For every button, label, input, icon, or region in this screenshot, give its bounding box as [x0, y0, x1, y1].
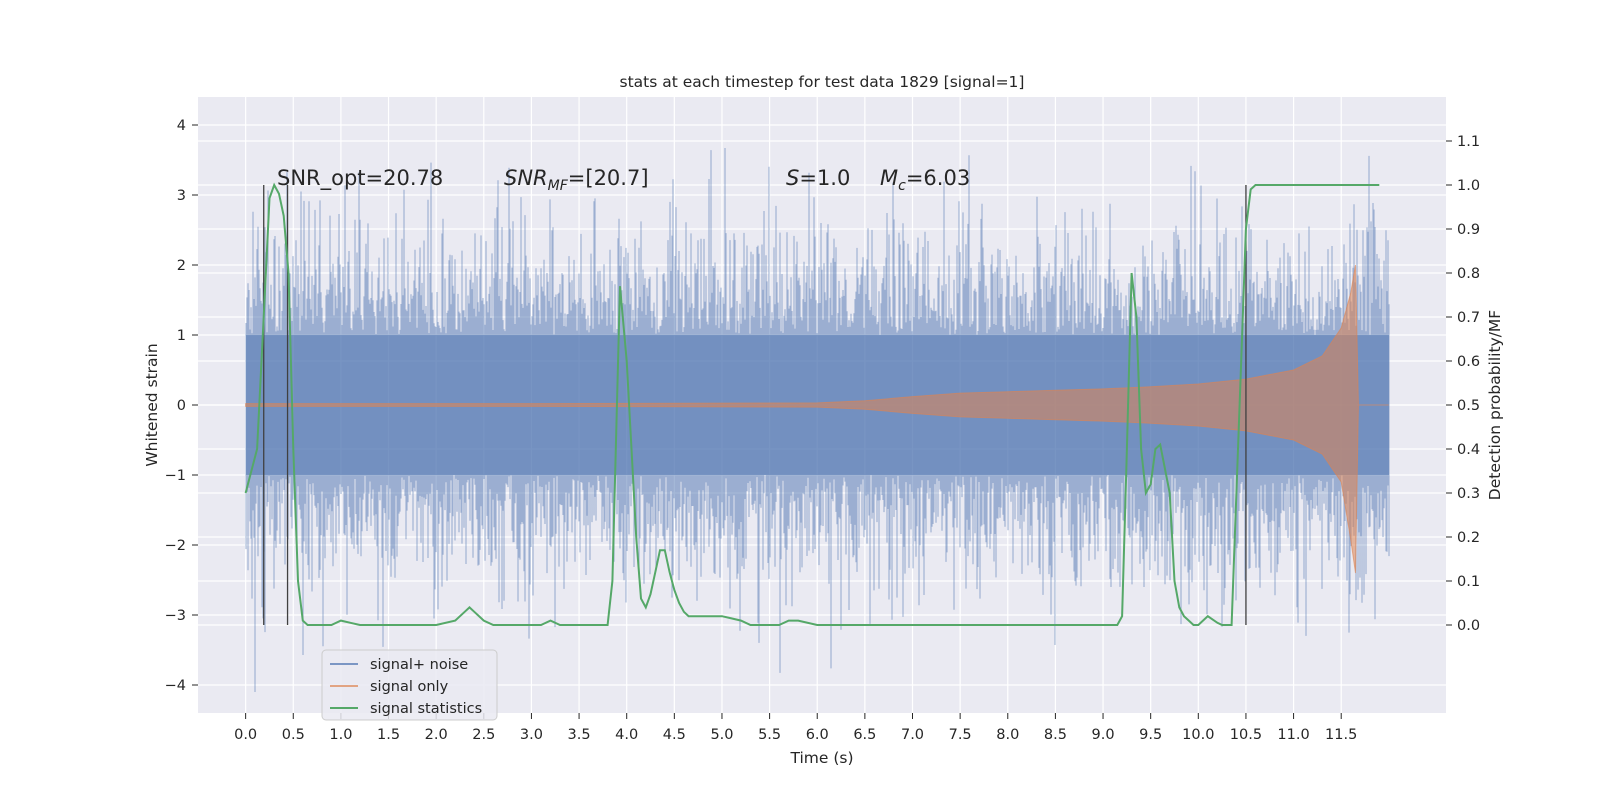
y-tick-label: 4	[177, 118, 186, 134]
y-right-tick-label: 0.9	[1457, 222, 1480, 238]
legend-box	[321, 649, 498, 721]
x-tick-label: 6.0	[806, 727, 829, 743]
y-right-tick-label: 0.7	[1457, 310, 1480, 326]
right-y-axis: 1.1 1.0 0.9 0.8 0.7 0.6 0.5 0.4 0.3 0.2 0.1 0.0	[1446, 134, 1480, 634]
x-tick-label: 11.5	[1325, 727, 1357, 743]
legend: signal+ noise signal only signal statistic…	[321, 649, 498, 721]
x-tick-label: 10.0	[1182, 727, 1214, 743]
y-right-tick-label: 0.8	[1457, 266, 1480, 282]
x-tick-label: 7.0	[901, 727, 924, 743]
x-tick-label: 1.0	[329, 727, 352, 743]
x-tick-label: 2.5	[472, 727, 495, 743]
s-annotation: S=1.0	[786, 166, 850, 190]
y-right-tick-label: 0.6	[1457, 354, 1480, 370]
snr-mf-subscript: MF	[548, 178, 569, 194]
x-tick-label: 0.5	[282, 727, 305, 743]
x-tick-label: 3.5	[568, 727, 591, 743]
legend-label: signal+ noise	[370, 657, 468, 673]
y-tick-label: 0	[177, 398, 186, 414]
x-tick-label: 8.0	[996, 727, 1019, 743]
x-tick-label: 11.0	[1277, 727, 1309, 743]
x-tick-label: 7.5	[949, 727, 972, 743]
y-tick-label: 3	[177, 188, 186, 204]
x-tick-label: 2.0	[425, 727, 448, 743]
x-tick-label: 10.5	[1230, 727, 1262, 743]
y-tick-label: 2	[177, 258, 186, 274]
y-tick-label: −3	[165, 608, 186, 624]
mc-annotation: Mc=6.03	[880, 166, 970, 194]
signal-only-line	[245, 264, 1389, 574]
y-right-tick-label: 0.2	[1457, 530, 1480, 546]
annotations: SNR_opt=20.78 SNRMF=[20.7] S=1.0 Mc=6.03	[277, 166, 970, 194]
x-tick-label: 9.5	[1139, 727, 1162, 743]
y-axis-label: Whitened strain	[143, 343, 161, 466]
mc-subscript: c	[898, 178, 906, 194]
mc-label: M	[880, 166, 898, 190]
legend-label: signal statistics	[370, 701, 482, 717]
y-right-tick-label: 0.0	[1457, 618, 1480, 634]
x-axis: 0.0 0.5 1.0 1.5 2.0 2.5 3.0 3.5 4.0 4.5 5.0 5.5 6.0 6…	[234, 713, 1357, 743]
y-right-tick-label: 0.1	[1457, 574, 1480, 590]
x-tick-label: 3.0	[520, 727, 543, 743]
y-tick-label: 1	[177, 328, 186, 344]
y-tick-label: −2	[165, 538, 186, 554]
y-right-tick-label: 1.1	[1457, 134, 1480, 150]
legend-label: signal only	[370, 679, 449, 695]
x-tick-label: 9.0	[1092, 727, 1115, 743]
x-tick-label: 0.0	[234, 727, 257, 743]
x-tick-label: 4.0	[615, 727, 638, 743]
snr-mf-annotation: SNRMF=[20.7]	[504, 166, 649, 194]
y-right-tick-label: 0.5	[1457, 398, 1480, 414]
left-y-axis: 4 3 2 1 0 −1 −2 −3 −4	[165, 118, 198, 694]
x-tick-label: 1.5	[377, 727, 400, 743]
signal-only-series	[245, 264, 1389, 574]
x-tick-label: 4.5	[663, 727, 686, 743]
x-tick-label: 8.5	[1044, 727, 1067, 743]
x-tick-label: 6.5	[853, 727, 876, 743]
snr-mf-label: SNR	[504, 166, 548, 190]
signal-statistics-line	[244, 182, 1380, 626]
y-right-tick-label: 1.0	[1457, 178, 1480, 194]
chart-title: stats at each timestep for test data 182…	[620, 73, 1025, 91]
y-right-tick-label: 0.4	[1457, 442, 1480, 458]
y-tick-label: −1	[165, 468, 186, 484]
snr-opt-annotation: SNR_opt=20.78	[277, 166, 443, 191]
s-label: S	[786, 166, 799, 190]
mc-value: =6.03	[906, 166, 970, 190]
y-tick-label: −4	[165, 678, 186, 694]
signal-statistics-series	[244, 182, 1380, 626]
snr-mf-value: =[20.7]	[568, 166, 649, 190]
x-axis-label: Time (s)	[789, 749, 853, 767]
y-axis-right-label: Detection probability/MF	[1486, 310, 1504, 501]
x-tick-label: 5.0	[710, 727, 733, 743]
s-value: =1.0	[799, 166, 850, 190]
y-right-tick-label: 0.3	[1457, 486, 1480, 502]
x-tick-label: 5.5	[758, 727, 781, 743]
